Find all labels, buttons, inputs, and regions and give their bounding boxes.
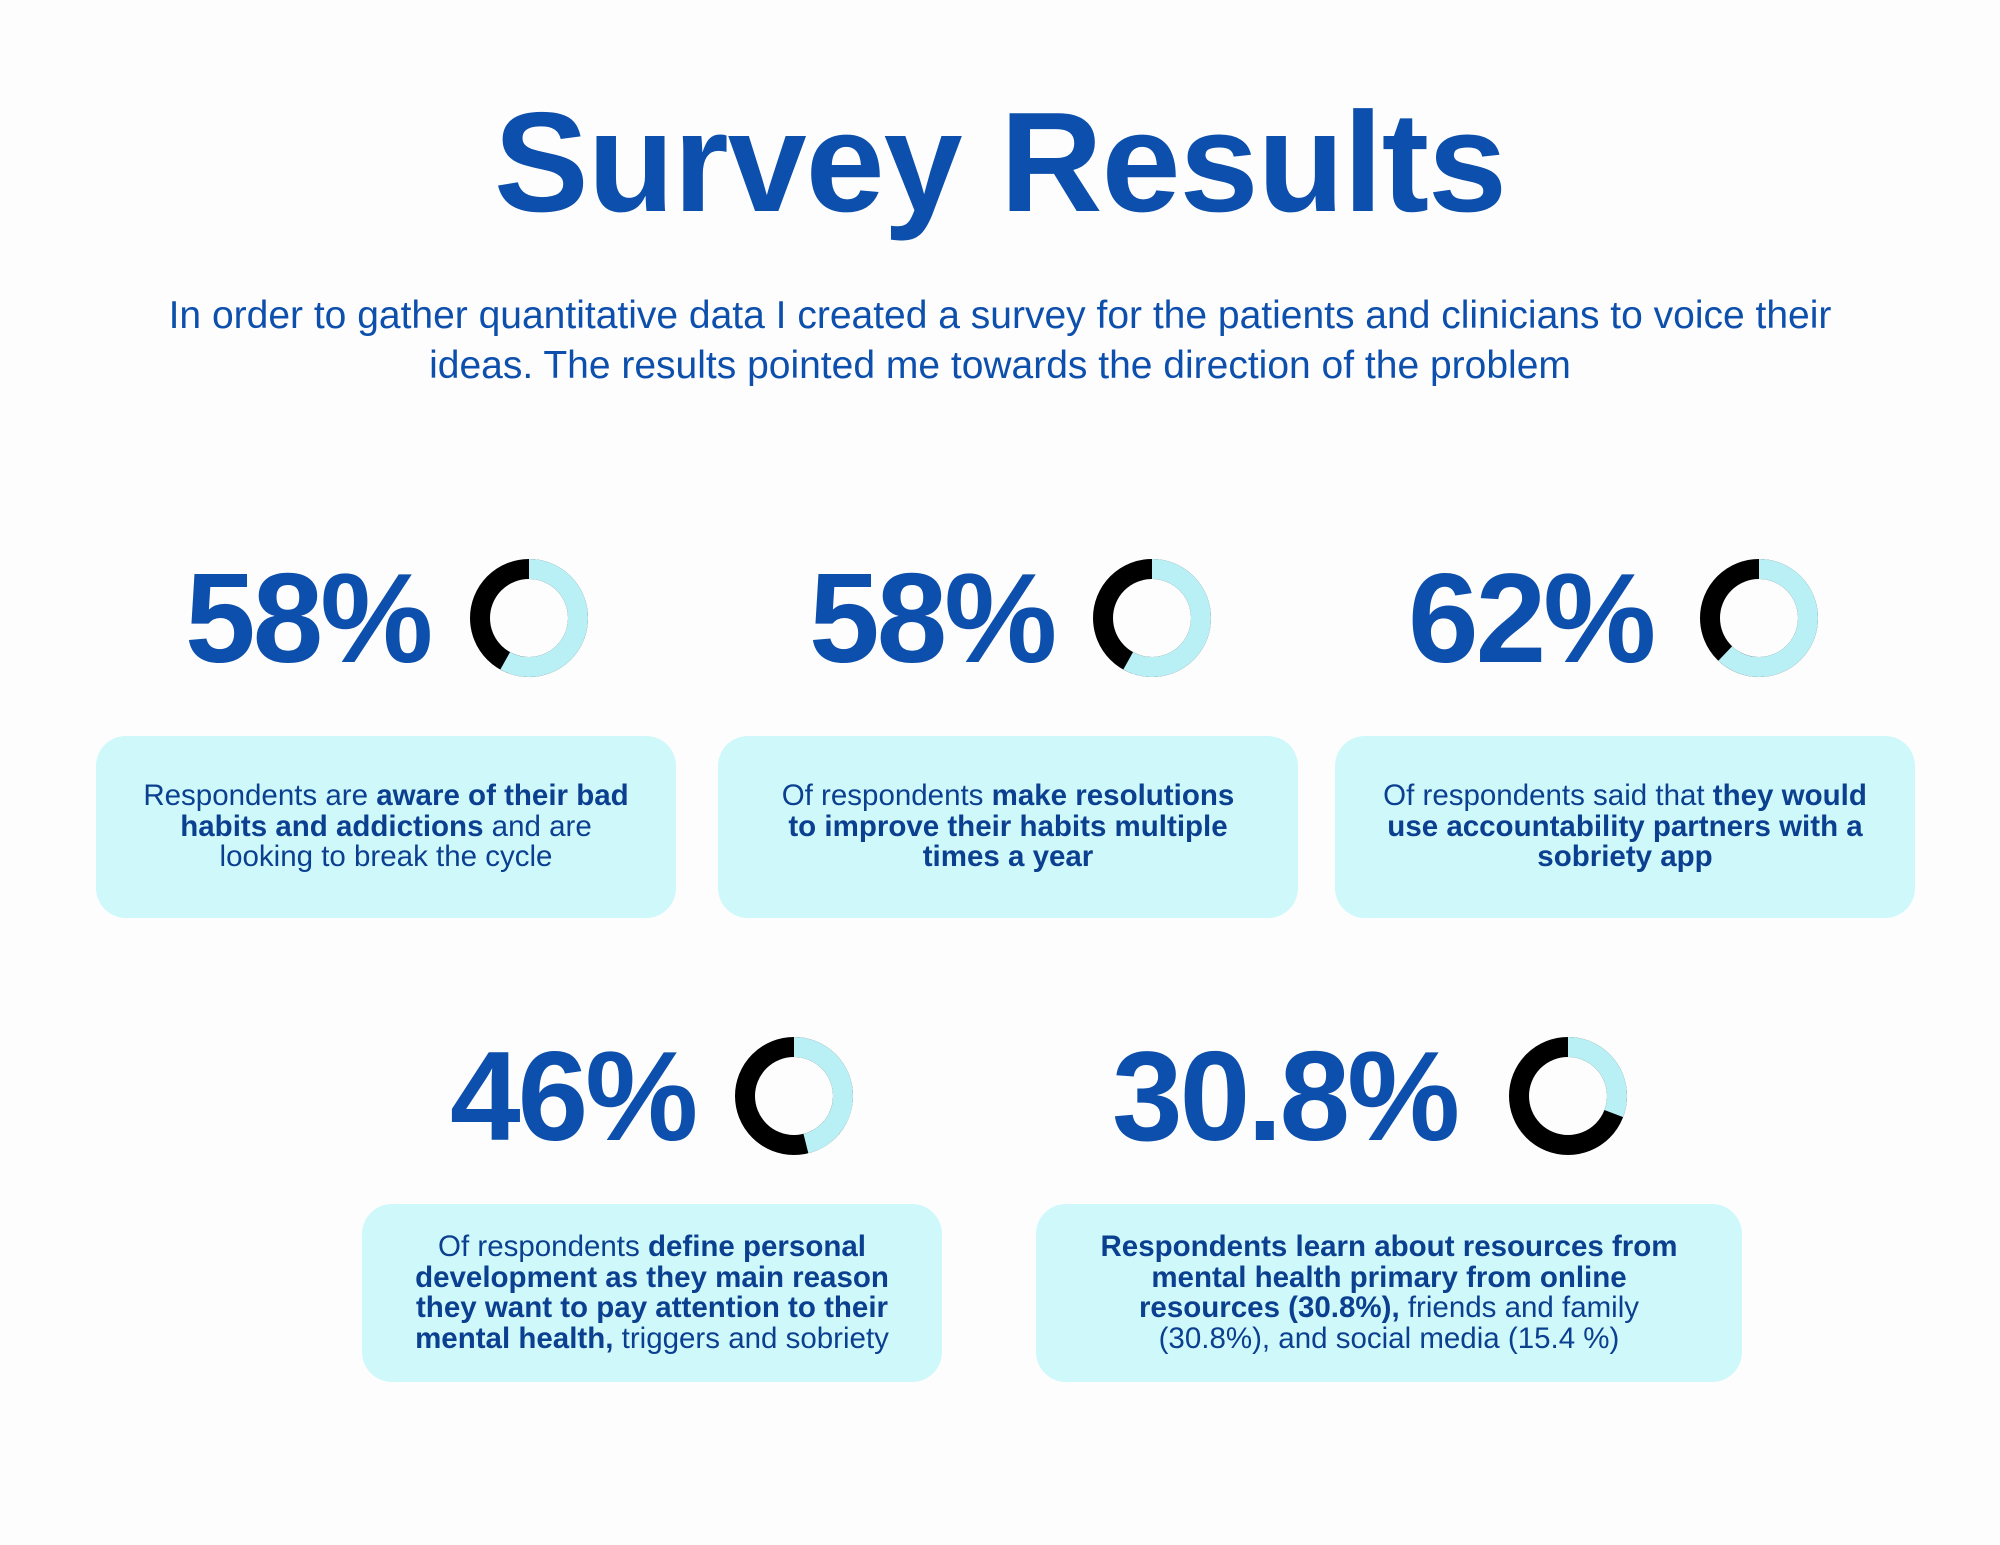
page-title: Survey Results: [493, 83, 1507, 242]
description-bold-text: they would use accountability partners w…: [1387, 779, 1867, 874]
description-text: Of respondents: [781, 779, 992, 813]
description-text: Of respondents: [438, 1230, 648, 1263]
stat-4: 46%: [450, 1025, 870, 1167]
donut-chart-icon: [1509, 1037, 1627, 1155]
stat-card-3: Of respondents said that they would use …: [1335, 736, 1915, 918]
stat-percent: 30.8%: [1112, 1025, 1460, 1167]
donut-chart-icon: [735, 1037, 853, 1155]
stat-description: Of respondents make resolutions to impro…: [764, 781, 1252, 873]
stat-5: 30.8%: [1112, 1025, 1632, 1167]
stat-card-5: Respondents learn about resources from m…: [1036, 1204, 1742, 1382]
donut-chart-icon: [1700, 559, 1818, 677]
stat-description: Of respondents said that they would use …: [1381, 781, 1869, 873]
stat-percent: 58%: [185, 547, 433, 689]
stat-card-4: Of respondents define personal developme…: [362, 1204, 942, 1382]
stat-percent: 46%: [450, 1025, 698, 1167]
stat-description: Respondents are aware of their bad habit…: [142, 781, 630, 873]
donut-chart-icon: [1093, 559, 1211, 677]
stat-description: Of respondents define personal developme…: [408, 1230, 896, 1355]
description-bold-text: define personal development as they main…: [415, 1230, 889, 1355]
description-text: triggers and sobriety: [613, 1321, 889, 1355]
stat-card-1: Respondents are aware of their bad habit…: [96, 736, 676, 918]
description-bold-text: Respondents learn about resources from m…: [1100, 1230, 1678, 1324]
description-bold-text: make resolutions to improve their habits…: [788, 779, 1235, 874]
stat-percent: 62%: [1408, 547, 1656, 689]
donut-value-arc: [1700, 559, 1818, 677]
description-bold-text: aware of their bad habits and addictions: [180, 779, 629, 843]
description-text: and are looking to break the cycle: [219, 809, 592, 874]
donut-chart-icon: [470, 559, 588, 677]
donut-value-arc: [1093, 559, 1211, 677]
stat-description: Respondents learn about resources from m…: [1082, 1230, 1696, 1355]
stat-3: 62%: [1408, 547, 1828, 689]
intro-paragraph: In order to gather quantitative data I c…: [168, 294, 1832, 387]
description-text: Of respondents said that: [1383, 779, 1713, 813]
donut-value-arc: [470, 559, 588, 677]
donut-value-arc: [735, 1037, 853, 1155]
stat-card-2: Of respondents make resolutions to impro…: [718, 736, 1298, 918]
description-text: friends and family (30.8%), and social m…: [1158, 1291, 1640, 1355]
stat-1: 58%: [185, 547, 605, 689]
donut-value-arc: [1509, 1037, 1627, 1155]
stat-2: 58%: [809, 547, 1229, 689]
stat-percent: 58%: [809, 547, 1057, 689]
description-text: Respondents are: [143, 779, 377, 813]
